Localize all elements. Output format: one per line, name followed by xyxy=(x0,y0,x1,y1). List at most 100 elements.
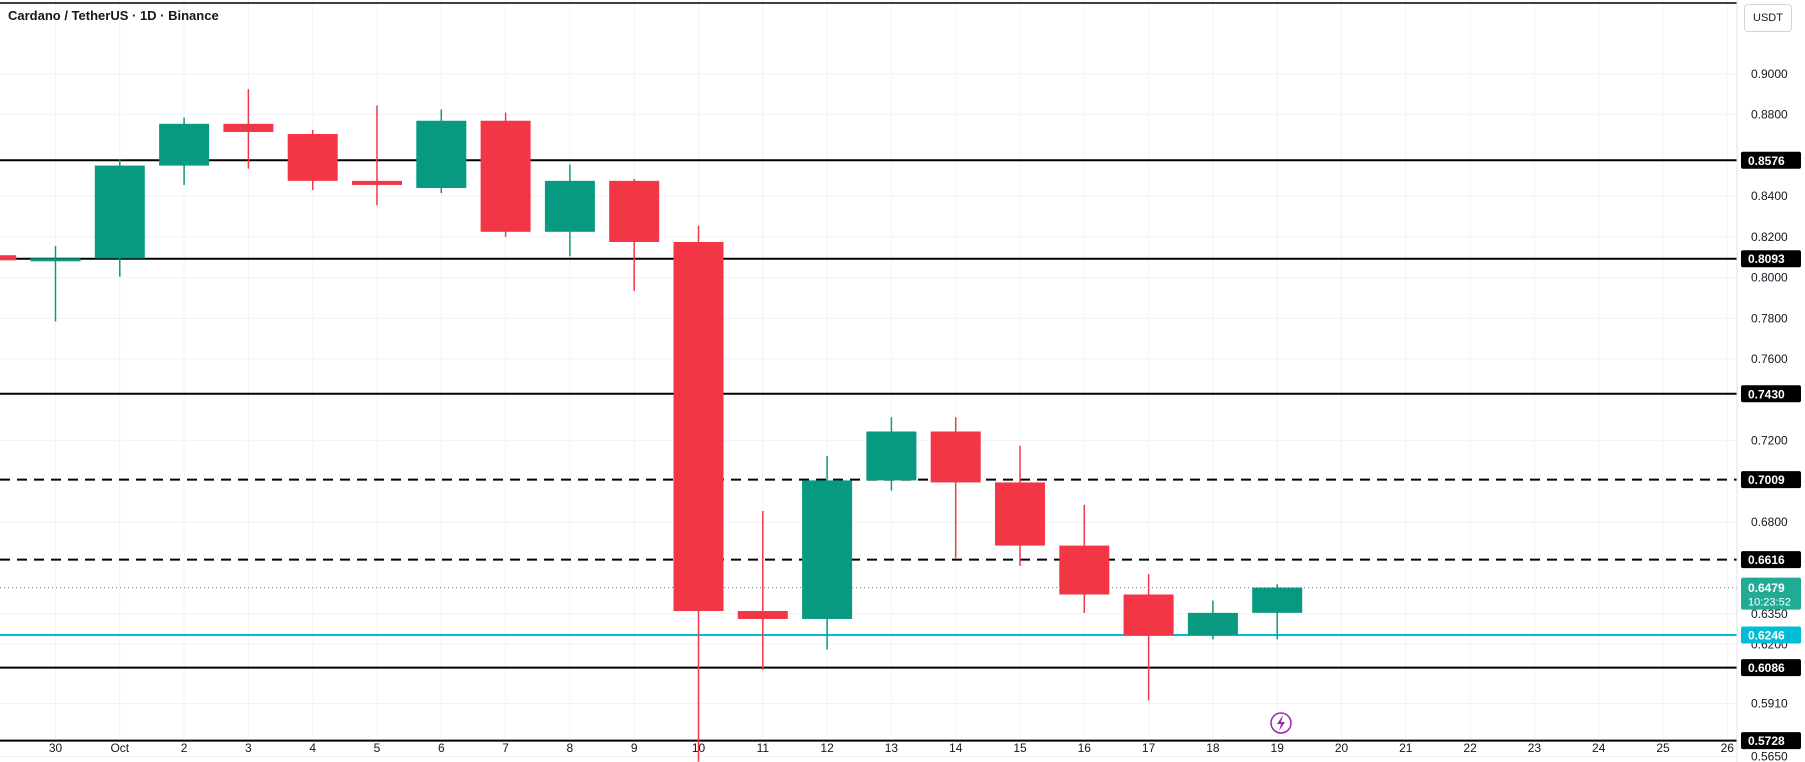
candle-body xyxy=(1252,587,1303,613)
level-badge-bg xyxy=(1741,659,1801,677)
time-tick-label: 7 xyxy=(502,741,509,755)
current-price-badge-bg xyxy=(1741,577,1801,610)
time-tick-label: 18 xyxy=(1206,741,1220,755)
level-badge[interactable]: 0.5728 xyxy=(1741,732,1801,750)
candle-body xyxy=(1187,612,1238,636)
candle-body xyxy=(287,133,338,181)
price-tick-label: 0.7800 xyxy=(1751,311,1788,325)
price-tick-label: 0.7200 xyxy=(1751,434,1788,448)
level-badge-bg xyxy=(1741,732,1801,750)
lightning-icon-bolt xyxy=(1277,715,1285,731)
level-badge[interactable]: 0.8093 xyxy=(1741,250,1801,268)
time-tick-label: 22 xyxy=(1463,741,1477,755)
price-tick-label: 0.8800 xyxy=(1751,108,1788,122)
price-tick-label: 0.8200 xyxy=(1751,230,1788,244)
level-badge[interactable]: 0.6086 xyxy=(1741,659,1801,677)
candle-body xyxy=(544,180,595,232)
level-badge[interactable]: 0.8576 xyxy=(1741,151,1801,169)
candle[interactable] xyxy=(159,117,210,185)
grid-layer xyxy=(0,0,1737,757)
candle-body xyxy=(30,258,81,262)
current-price-badge[interactable]: 0.6479 10:23:52 xyxy=(1741,577,1801,610)
candle-body xyxy=(1123,594,1174,636)
candle-body xyxy=(223,123,274,132)
cyan-level-badge-bg xyxy=(1741,626,1801,644)
candle[interactable] xyxy=(480,112,531,237)
time-tick-label: 2 xyxy=(181,741,188,755)
level-badge[interactable]: 0.7430 xyxy=(1741,385,1801,403)
time-tick-label: 6 xyxy=(438,741,445,755)
price-badges-layer: 0.8576 0.8093 0.7430 0.7009 0.6616 0.6086 0.57… xyxy=(1741,151,1801,750)
level-badge-bg xyxy=(1741,551,1801,569)
candle[interactable] xyxy=(609,178,660,291)
currency-button[interactable]: USDT xyxy=(1744,4,1792,32)
horizontal-levels-layer xyxy=(0,2,1737,742)
candle-body xyxy=(94,165,145,259)
cyan-level-badge-label: 0.6246 xyxy=(1748,629,1785,643)
level-badge-label: 0.5728 xyxy=(1748,734,1785,748)
time-tick-label: 14 xyxy=(949,741,963,755)
candle[interactable] xyxy=(1123,574,1174,701)
price-tick-label: 0.8000 xyxy=(1751,271,1788,285)
candle-body xyxy=(0,255,17,261)
time-tick-label: 12 xyxy=(820,741,834,755)
price-tick-label: 0.5650 xyxy=(1751,750,1788,762)
candle[interactable] xyxy=(0,253,17,263)
countdown-label: 10:23:52 xyxy=(1748,597,1791,609)
candle[interactable] xyxy=(287,129,338,191)
level-badge-bg xyxy=(1741,151,1801,169)
price-tick-label: 0.9000 xyxy=(1751,67,1788,81)
candle[interactable] xyxy=(930,417,981,558)
candle[interactable] xyxy=(94,159,145,277)
candle-body xyxy=(416,120,467,188)
time-axis: 30 Oct 2 3 4 5 6 7 8 9 10 11 12 13 14 15 16 17 18 19 20 21 22 2… xyxy=(49,741,1734,755)
time-tick-label: 21 xyxy=(1399,741,1413,755)
candle[interactable] xyxy=(866,417,917,491)
level-badge-label: 0.8093 xyxy=(1748,252,1785,266)
time-tick-label: 24 xyxy=(1592,741,1606,755)
candle-body xyxy=(609,180,660,242)
candle[interactable] xyxy=(1187,600,1238,640)
lightning-icon[interactable] xyxy=(1270,712,1292,734)
level-badge-label: 0.6616 xyxy=(1748,553,1785,567)
current-price-label: 0.6479 xyxy=(1748,581,1785,595)
time-tick-label: 10 xyxy=(692,741,706,755)
time-tick-label: 16 xyxy=(1078,741,1092,755)
price-axis: 0.9000 0.8800 0.8400 0.8200 0.8000 0.7800 0.76… xyxy=(1736,0,1788,762)
level-badge[interactable]: 0.7009 xyxy=(1741,471,1801,489)
time-tick-label: 25 xyxy=(1656,741,1670,755)
time-tick-label: Oct xyxy=(110,741,129,755)
candle-body xyxy=(352,180,402,185)
candle-body xyxy=(480,120,531,232)
time-tick-label: 23 xyxy=(1528,741,1542,755)
candle[interactable] xyxy=(802,455,853,650)
level-badge-bg xyxy=(1741,471,1801,489)
price-tick-label: 0.7600 xyxy=(1751,352,1788,366)
candle-body xyxy=(159,123,210,166)
candle[interactable] xyxy=(30,246,81,322)
price-tick-label: 0.6350 xyxy=(1751,607,1788,621)
cyan-level-badge[interactable]: 0.6246 xyxy=(1741,626,1801,644)
candle[interactable] xyxy=(995,445,1045,566)
candle[interactable] xyxy=(673,225,724,762)
candle[interactable] xyxy=(223,89,274,169)
time-tick-label: 13 xyxy=(885,741,899,755)
level-badge[interactable]: 0.6616 xyxy=(1741,551,1801,569)
candle[interactable] xyxy=(352,105,402,206)
price-tick-label: 0.8400 xyxy=(1751,189,1788,203)
time-tick-label: 17 xyxy=(1142,741,1156,755)
candle[interactable] xyxy=(1252,584,1303,640)
time-tick-label: 11 xyxy=(757,741,770,755)
level-badge-label: 0.8576 xyxy=(1748,154,1785,168)
icon-layer xyxy=(1270,712,1292,734)
candle[interactable] xyxy=(544,164,595,257)
time-tick-label: 8 xyxy=(567,741,574,755)
candle[interactable] xyxy=(1059,504,1110,613)
chart-title: Cardano / TetherUS · 1D · Binance xyxy=(8,8,219,23)
price-tick-label: 0.5910 xyxy=(1751,697,1788,711)
candle[interactable] xyxy=(416,109,467,194)
candle[interactable] xyxy=(737,510,788,670)
time-tick-label: 20 xyxy=(1335,741,1349,755)
